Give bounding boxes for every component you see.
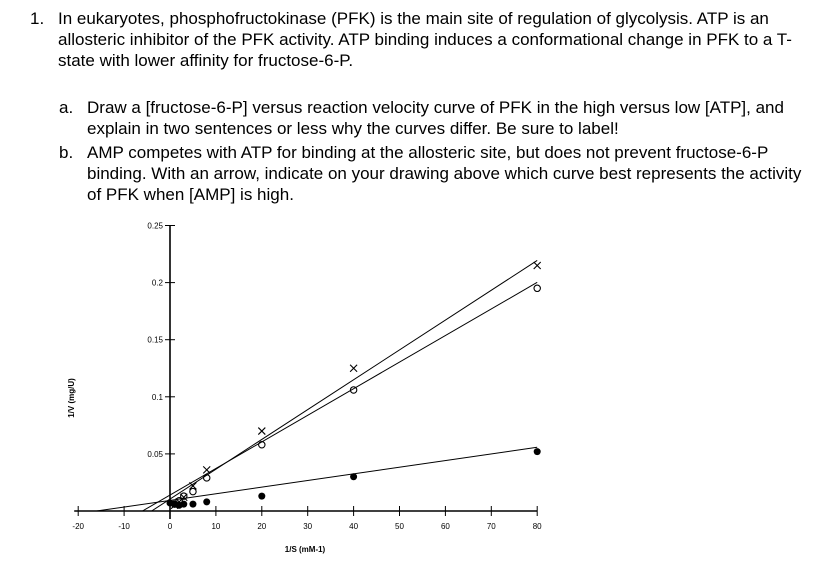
fit-line <box>142 281 538 512</box>
data-point-dot <box>180 500 188 508</box>
marker-stroke <box>179 493 188 502</box>
x-tick-label: -20 <box>72 522 84 531</box>
y-tick-label: 0.05 <box>147 450 163 459</box>
x-tick-label: 20 <box>257 522 266 531</box>
data-point-o <box>349 386 358 394</box>
part-b-label: b. <box>59 143 74 162</box>
question-text: In eukaryotes, phosphofructokinase (PFK)… <box>58 9 792 70</box>
data-point-o <box>189 487 197 496</box>
data-point-dot <box>350 473 358 481</box>
data-point-x <box>533 261 542 270</box>
y-tick-label: 0.1 <box>152 393 164 402</box>
marker-stroke <box>189 481 197 490</box>
marker-stroke <box>257 427 266 435</box>
chart-fit-lines <box>96 260 538 512</box>
fit-line <box>151 260 538 512</box>
data-point-o <box>533 284 541 293</box>
y-axis-title: 1/V (mg/U) <box>67 378 76 418</box>
data-point-dot <box>203 498 211 506</box>
marker-stroke <box>349 364 358 373</box>
x-axis-title: 1/S (mM-1) <box>285 545 326 554</box>
x-tick-label: 60 <box>441 522 450 531</box>
part-a-text: Draw a [fructose-6-P] versus reaction ve… <box>87 98 784 138</box>
x-tick-label: 30 <box>303 522 312 531</box>
data-point-dot <box>258 492 266 500</box>
marker-stroke <box>533 261 542 270</box>
chart-labels: -20 -10 0 10 20 30 40 50 60 70 80 0.05 0.1 0.15 0.2 0.2… <box>72 222 542 532</box>
part-b-text: AMP competes with ATP for binding at the… <box>87 143 802 204</box>
data-point-x <box>179 493 188 502</box>
question-number: 1. <box>30 9 45 28</box>
x-tick-label: 50 <box>395 522 404 531</box>
data-point-o <box>202 474 211 482</box>
y-tick-label: 0.15 <box>147 336 163 345</box>
data-point-x <box>257 427 266 435</box>
data-point-x <box>189 481 197 490</box>
data-point-x <box>202 465 211 474</box>
data-point-o <box>180 492 188 500</box>
x-tick-label: -10 <box>118 522 130 531</box>
chart-markers <box>166 261 542 510</box>
y-tick-label: 0.2 <box>152 279 164 288</box>
data-point-dot <box>189 500 197 508</box>
data-point-o <box>258 441 266 449</box>
marker-stroke <box>202 465 211 474</box>
x-tick-label: 40 <box>349 522 358 531</box>
chart-axes <box>74 225 538 519</box>
x-tick-label: 70 <box>487 522 496 531</box>
x-tick-label: 10 <box>211 522 220 531</box>
y-tick-label: 0.25 <box>147 222 163 231</box>
x-tick-label: 0 <box>168 522 173 531</box>
part-a-label: a. <box>59 98 74 117</box>
data-point-x <box>349 364 358 373</box>
x-tick-label: 80 <box>533 522 542 531</box>
data-point-dot <box>533 448 541 456</box>
